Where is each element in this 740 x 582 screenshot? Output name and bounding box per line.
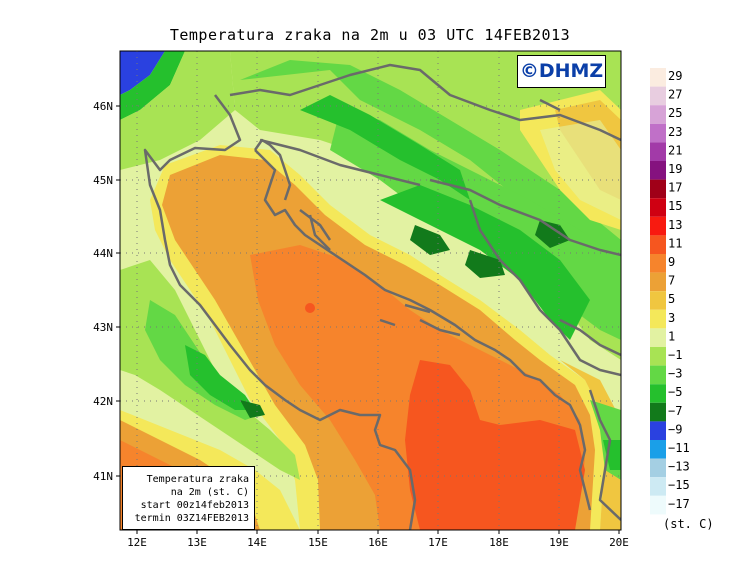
legend-swatch (650, 179, 666, 199)
legend-label: −7 (668, 404, 682, 418)
legend-label: 5 (668, 292, 675, 306)
color-legend: 29 27 25 23 21 19 17 15 13 11 9 7 5 3 1 −1 −3 −5 −7 −9 −11 −1… (650, 68, 690, 515)
lat-label: 46N (93, 100, 113, 113)
longitude-labels: 12E 13E 14E 15E 16E 17E 18E 19E 20E (127, 536, 629, 549)
lat-label: 44N (93, 247, 113, 260)
lon-label: 18E (489, 536, 509, 549)
lon-label: 15E (308, 536, 328, 549)
legend-label: −9 (668, 422, 682, 436)
legend-swatch (650, 402, 666, 422)
legend-label: 21 (668, 143, 682, 157)
legend-swatch (650, 495, 666, 515)
info-line: start 00z14feb2013 (140, 500, 249, 511)
lon-label: 19E (549, 536, 569, 549)
info-line: termin 03Z14FEB2013 (134, 513, 249, 524)
lon-label: 17E (428, 536, 448, 549)
legend-label: 27 (668, 88, 682, 102)
legend-swatch (650, 68, 666, 87)
legend-label: 7 (668, 274, 675, 288)
legend-label: 23 (668, 125, 682, 139)
legend-label: 19 (668, 162, 682, 176)
legend-label: −15 (668, 478, 690, 492)
info-box: Temperatura zraka na 2m (st. C) start 00… (122, 466, 255, 530)
legend-label: 3 (668, 311, 675, 325)
lon-label: 13E (187, 536, 207, 549)
legend-swatch (650, 105, 666, 124)
legend-swatch (650, 254, 666, 273)
legend-swatch (650, 272, 666, 292)
legend-swatch (650, 161, 666, 180)
legend-label: −13 (668, 460, 690, 474)
legend-label: −3 (668, 367, 682, 381)
legend-swatch (650, 142, 666, 161)
legend-swatch (650, 328, 666, 347)
legend-label: 13 (668, 218, 682, 232)
legend-swatch (650, 86, 666, 106)
legend-label: −11 (668, 441, 690, 455)
lat-label: 42N (93, 395, 113, 408)
lat-label: 45N (93, 174, 113, 187)
legend-swatch (650, 291, 666, 310)
lat-label: 43N (93, 321, 113, 334)
lon-label: 16E (368, 536, 388, 549)
dhmz-watermark: ©DHMZ (517, 55, 606, 88)
legend-label: −5 (668, 385, 682, 399)
coastlines (143, 63, 621, 530)
lat-label: 41N (93, 470, 113, 483)
map-frame (119, 50, 622, 531)
legend-label: −17 (668, 497, 690, 511)
legend-swatch (650, 347, 666, 366)
legend-swatch (650, 365, 666, 385)
legend-label: 1 (668, 329, 675, 343)
legend-label: 9 (668, 255, 675, 269)
legend-swatch (650, 421, 666, 440)
legend-swatch (650, 198, 666, 217)
lon-label: 14E (247, 536, 267, 549)
latitude-labels: 46N 45N 44N 43N 42N 41N (93, 100, 113, 483)
legend-swatch (650, 440, 666, 459)
info-line: na 2m (st. C) (170, 487, 249, 498)
legend-label: 17 (668, 181, 682, 195)
legend-label: 29 (668, 69, 682, 83)
legend-swatch (650, 235, 666, 254)
legend-unit: (st. C) (663, 517, 714, 531)
legend-swatch (650, 123, 666, 143)
legend-swatch (650, 384, 666, 403)
legend-swatch (650, 458, 666, 478)
legend-swatch (650, 309, 666, 329)
lon-label: 12E (127, 536, 147, 549)
legend-swatch (650, 216, 666, 236)
legend-label: −1 (668, 348, 682, 362)
legend-label: 15 (668, 199, 682, 213)
lon-label: 20E (609, 536, 629, 549)
legend-label: 11 (668, 236, 682, 250)
temperature-field (120, 51, 621, 530)
map-title: Temperatura zraka na 2m u 03 UTC 14FEB20… (169, 26, 571, 44)
legend-label: 25 (668, 106, 682, 120)
info-line: Temperatura zraka (146, 474, 249, 485)
legend-swatch (650, 477, 666, 496)
